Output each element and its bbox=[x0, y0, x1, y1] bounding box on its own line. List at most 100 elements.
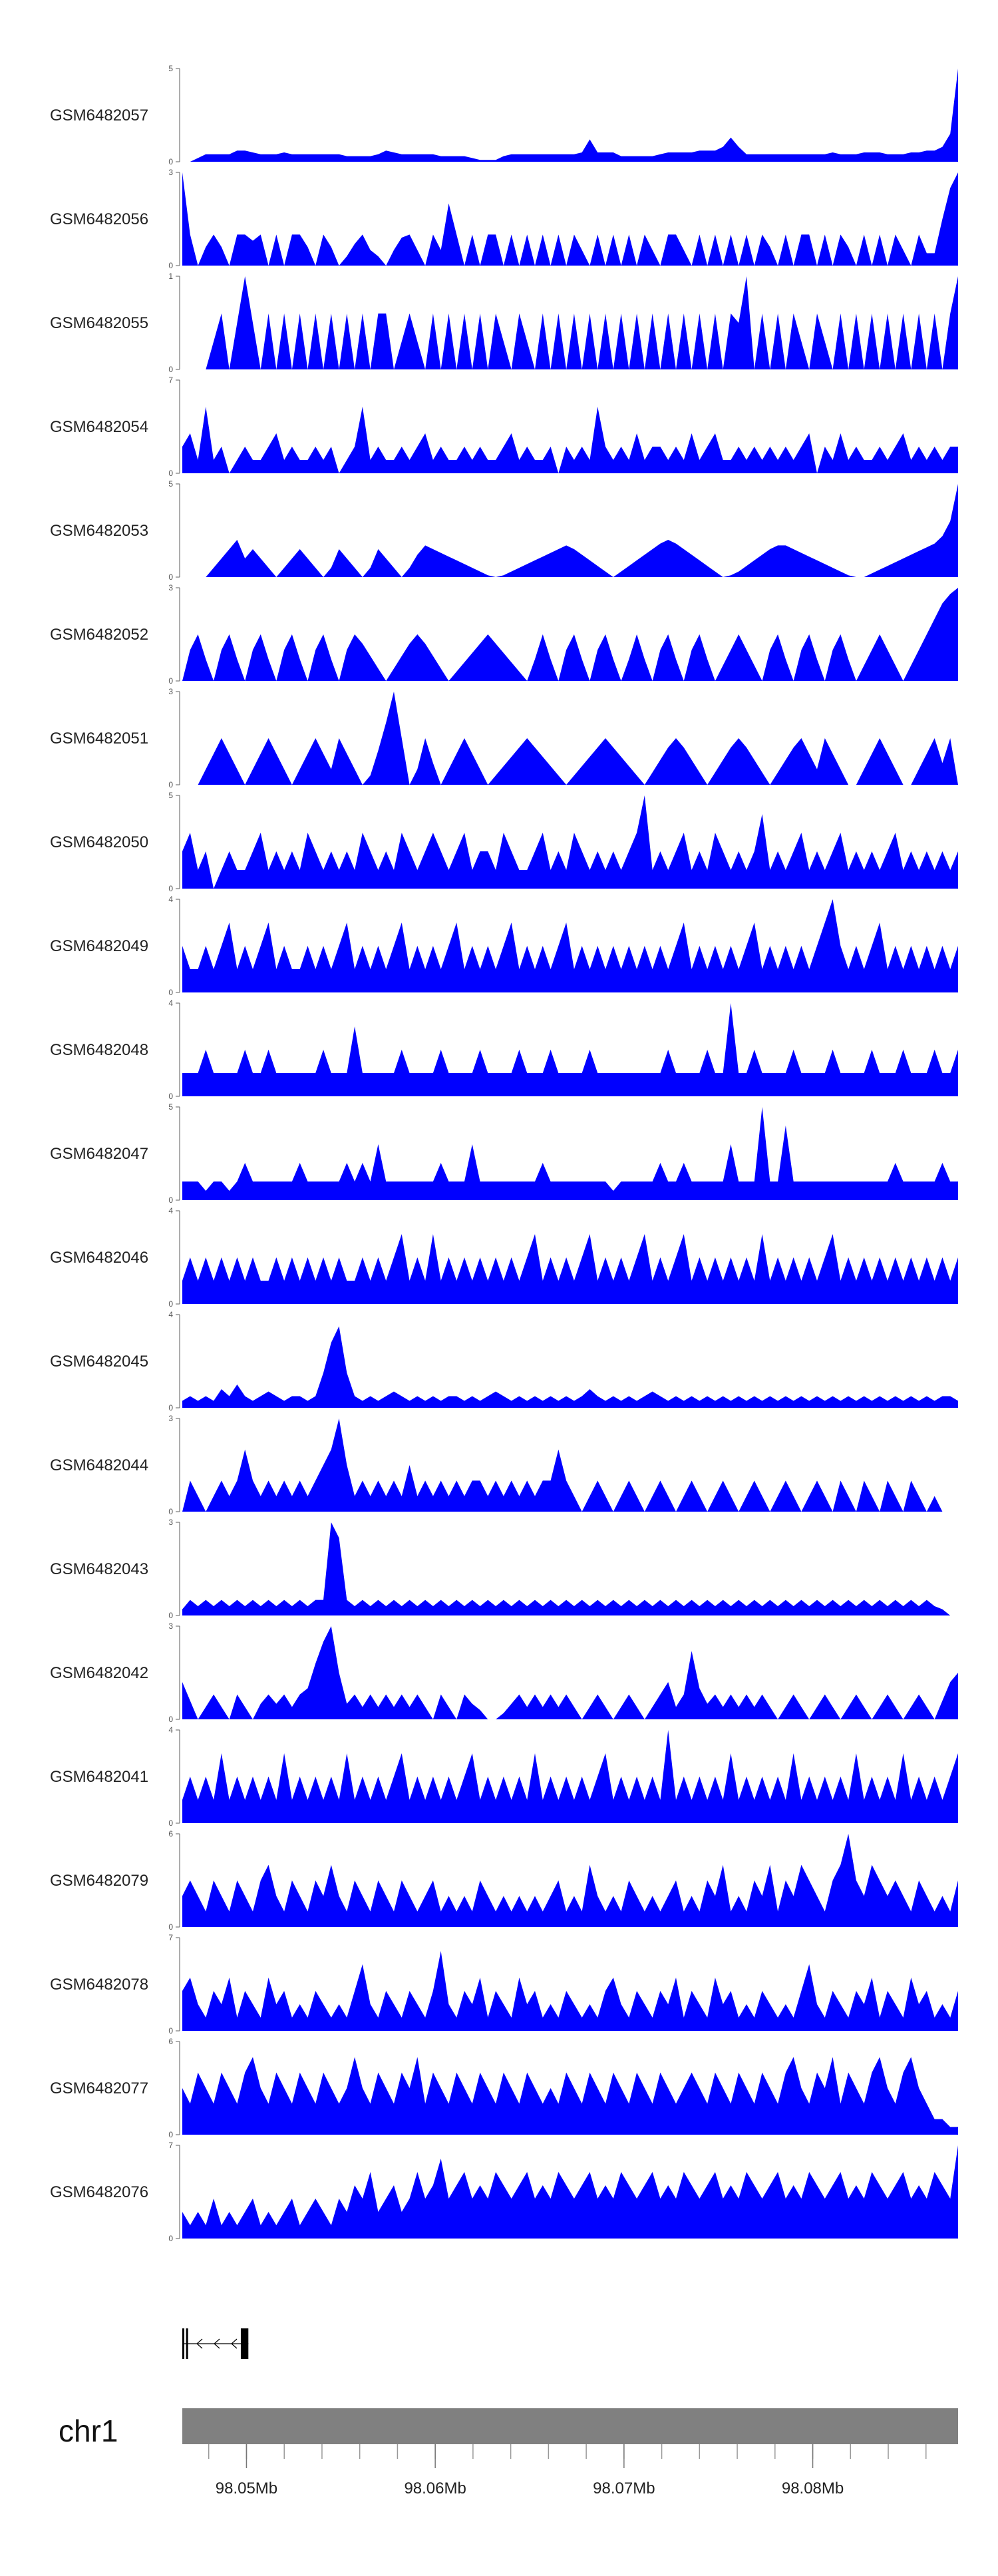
track-GSM6482053: GSM6482053 5 0 bbox=[50, 479, 958, 582]
y-axis-max-label: 7 bbox=[168, 375, 173, 385]
track-label: GSM6482048 bbox=[50, 1041, 148, 1059]
track-label: GSM6482049 bbox=[50, 937, 148, 955]
signal-area bbox=[182, 172, 958, 266]
x-tick-label: 98.05Mb bbox=[216, 2479, 277, 2497]
track-label: GSM6482045 bbox=[50, 1353, 148, 1371]
y-axis-zero-label: 0 bbox=[168, 1611, 173, 1620]
y-axis-zero-label: 0 bbox=[168, 261, 173, 270]
y-axis-zero-label: 0 bbox=[168, 1092, 173, 1101]
track-GSM6482048: GSM6482048 4 0 bbox=[50, 998, 958, 1101]
track-label: GSM6482077 bbox=[50, 2079, 148, 2097]
chromosome-axis-track: chr1 98.05Mb 98.06Mb 98.07Mb 98.08Mb bbox=[59, 2408, 958, 2497]
track-label: GSM6482052 bbox=[50, 626, 148, 644]
chromosome-bar bbox=[182, 2408, 958, 2444]
signal-area bbox=[182, 899, 958, 992]
track-label: GSM6482047 bbox=[50, 1145, 148, 1163]
track-label: GSM6482057 bbox=[50, 107, 148, 124]
track-GSM6482045: GSM6482045 4 0 bbox=[50, 1310, 958, 1412]
track-label: GSM6482076 bbox=[50, 2183, 148, 2201]
signal-area bbox=[182, 795, 958, 889]
track-GSM6482043: GSM6482043 3 0 bbox=[50, 1518, 958, 1620]
y-axis-max-label: 1 bbox=[168, 272, 173, 281]
track-label: GSM6482044 bbox=[50, 1456, 148, 1474]
y-axis-zero-label: 0 bbox=[168, 1715, 173, 1724]
signal-area bbox=[182, 692, 958, 785]
y-axis-max-label: 5 bbox=[168, 64, 173, 73]
track-GSM6482042: GSM6482042 3 0 bbox=[50, 1621, 958, 1724]
x-tick-label: 98.07Mb bbox=[593, 2479, 655, 2497]
track-GSM6482046: GSM6482046 4 0 bbox=[50, 1206, 958, 1309]
track-GSM6482050: GSM6482050 5 0 bbox=[50, 791, 958, 893]
y-axis-max-label: 7 bbox=[168, 1933, 173, 1942]
track-label: GSM6482055 bbox=[50, 314, 148, 332]
track-GSM6482078: GSM6482078 7 0 bbox=[50, 1933, 958, 2036]
strand-arrow bbox=[231, 2338, 238, 2349]
y-axis-zero-label: 0 bbox=[168, 1299, 173, 1309]
y-axis-max-label: 3 bbox=[168, 1621, 173, 1631]
y-axis-max-label: 6 bbox=[168, 2037, 173, 2046]
y-axis-max-label: 3 bbox=[168, 687, 173, 696]
signal-area bbox=[182, 1234, 958, 1304]
track-GSM6482049: GSM6482049 4 0 bbox=[50, 895, 958, 997]
gene-exon bbox=[240, 2328, 249, 2359]
y-axis-max-label: 4 bbox=[168, 895, 173, 904]
signal-area bbox=[182, 1730, 958, 1823]
signal-area bbox=[182, 276, 958, 369]
y-axis-zero-label: 0 bbox=[168, 1403, 173, 1412]
track-GSM6482041: GSM6482041 4 0 bbox=[50, 1725, 958, 1828]
y-axis-max-label: 3 bbox=[168, 1414, 173, 1423]
strand-arrow bbox=[214, 2338, 220, 2349]
signal-area bbox=[182, 1626, 958, 1719]
track-GSM6482052: GSM6482052 3 0 bbox=[50, 583, 958, 686]
y-axis-zero-label: 0 bbox=[168, 1819, 173, 1828]
track-GSM6482044: GSM6482044 3 0 bbox=[50, 1414, 958, 1516]
y-axis-max-label: 4 bbox=[168, 1310, 173, 1319]
y-axis-zero-label: 0 bbox=[168, 1922, 173, 1932]
track-label: GSM6482056 bbox=[50, 210, 148, 228]
y-axis-max-label: 5 bbox=[168, 1102, 173, 1112]
y-axis-max-label: 4 bbox=[168, 998, 173, 1008]
y-axis-zero-label: 0 bbox=[168, 2234, 173, 2243]
track-GSM6482076: GSM6482076 7 0 bbox=[50, 2141, 958, 2243]
y-axis-zero-label: 0 bbox=[168, 676, 173, 686]
signal-area bbox=[182, 1003, 958, 1096]
track-GSM6482051: GSM6482051 3 0 bbox=[50, 687, 958, 789]
y-axis-zero-label: 0 bbox=[168, 1195, 173, 1205]
signal-area bbox=[182, 1834, 958, 1927]
signal-area bbox=[182, 484, 958, 577]
track-label: GSM6482051 bbox=[50, 730, 148, 748]
signal-area bbox=[182, 2057, 958, 2135]
signal-area bbox=[182, 69, 958, 162]
track-label: GSM6482079 bbox=[50, 1872, 148, 1890]
y-axis-max-label: 3 bbox=[168, 1518, 173, 1527]
gene-exon bbox=[182, 2328, 184, 2359]
y-axis-zero-label: 0 bbox=[168, 365, 173, 374]
y-axis-max-label: 3 bbox=[168, 583, 173, 592]
track-label: GSM6482078 bbox=[50, 1976, 148, 1994]
gene-model-track bbox=[182, 2328, 249, 2359]
y-axis-max-label: 5 bbox=[168, 791, 173, 800]
y-axis-zero-label: 0 bbox=[168, 780, 173, 789]
track-GSM6482079: GSM6482079 6 0 bbox=[50, 1829, 958, 1932]
y-axis-max-label: 6 bbox=[168, 1829, 173, 1838]
signal-tracks: GSM648205750GSM648205630GSM648205510GSM6… bbox=[50, 64, 958, 2243]
y-axis-zero-label: 0 bbox=[168, 884, 173, 893]
track-label: GSM6482054 bbox=[50, 418, 148, 436]
track-GSM6482077: GSM6482077 6 0 bbox=[50, 2037, 958, 2139]
track-label: GSM6482041 bbox=[50, 1768, 148, 1786]
y-axis-zero-label: 0 bbox=[168, 2026, 173, 2036]
track-GSM6482054: GSM6482054 7 0 bbox=[50, 375, 958, 478]
track-label: GSM6482046 bbox=[50, 1249, 148, 1267]
track-GSM6482047: GSM6482047 5 0 bbox=[50, 1102, 958, 1205]
signal-area bbox=[182, 2145, 958, 2239]
y-axis-zero-label: 0 bbox=[168, 572, 173, 582]
track-label: GSM6482043 bbox=[50, 1560, 148, 1578]
signal-area bbox=[182, 1522, 958, 1615]
signal-area bbox=[182, 1418, 958, 1512]
signal-area bbox=[182, 407, 958, 473]
track-label: GSM6482050 bbox=[50, 833, 148, 851]
signal-area bbox=[182, 1326, 958, 1408]
track-label: GSM6482042 bbox=[50, 1664, 148, 1682]
